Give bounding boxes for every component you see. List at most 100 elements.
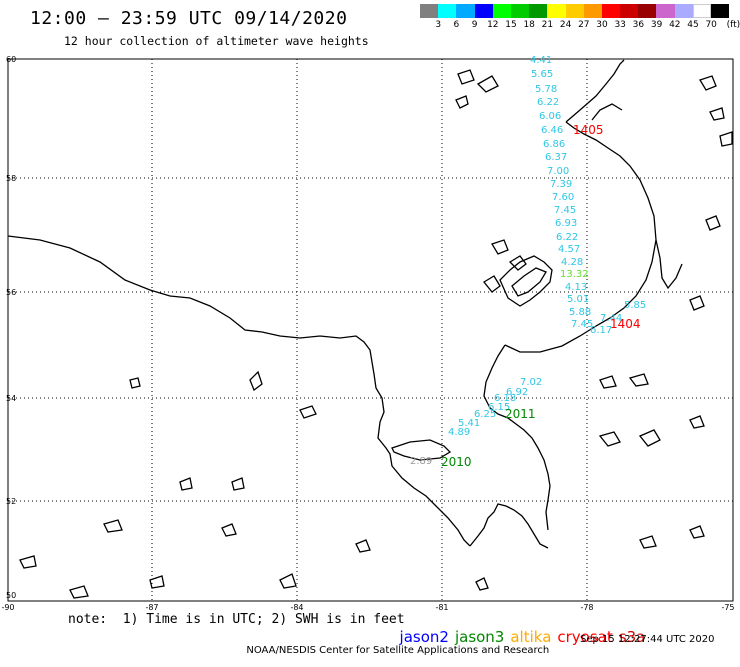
scale-label: 24 — [559, 20, 572, 30]
scale-label: 12 — [487, 20, 499, 30]
pass-label-1404: 1404 — [610, 317, 641, 331]
scale-label: 30 — [596, 20, 608, 30]
scale-swatch — [620, 4, 639, 18]
track-values: 4.41 5.65 5.78 6.22 6.06 6.46 6.86 6.37 7.00 7.39… — [410, 55, 646, 467]
satellite-jason3: jason3 — [454, 628, 505, 646]
scale-label: 27 — [578, 20, 590, 30]
wave-height-label: 4.89 — [448, 427, 470, 438]
map-frame — [7, 58, 734, 602]
satellite-cryosat: cryosat — [557, 628, 613, 646]
lon-label: -75 — [721, 603, 734, 612]
satellite-legend: jason2 jason3 altika cryosat s3a — [390, 610, 651, 646]
footer-timestamp: Sep 15 12:27:44 UTC 2020 — [580, 634, 715, 645]
scale-color-bar — [420, 4, 730, 18]
scale-label: 39 — [650, 20, 663, 30]
scale-swatch — [692, 4, 711, 18]
scale-label: 3 — [435, 20, 442, 30]
wave-height-label: 6.22 — [537, 97, 559, 108]
scale-label: 15 — [505, 20, 517, 30]
scale-swatch — [674, 4, 693, 18]
wave-height-label: 7.39 — [550, 179, 572, 190]
scale-labels: 3 6 9 12 15 18 21 24 27 30 33 36 39 42 45 70 (ft) — [420, 20, 740, 32]
footer: NOAA/NESDIS Center for Satellite Applica… — [240, 634, 714, 667]
pass-label-1405: 1405 — [573, 123, 604, 137]
lat-label: 60 — [6, 55, 16, 64]
wave-height-label: 13.32 — [560, 269, 589, 280]
lon-label: -90 — [1, 603, 14, 612]
wave-height-label: 7.02 — [520, 377, 542, 388]
scale-swatch — [638, 4, 657, 18]
lon-label: -78 — [580, 603, 593, 612]
wave-height-label: 6.17 — [590, 325, 612, 336]
scale-swatch — [711, 4, 730, 18]
scale-label: 6 — [453, 20, 460, 30]
scale-swatch — [656, 4, 675, 18]
coastline — [7, 59, 733, 599]
scale-swatch — [438, 4, 457, 18]
scale-label: 9 — [471, 20, 478, 30]
axis-labels: 60 58 56 54 52 50 -90 -87 -84 -81 -78 -7… — [1, 55, 734, 612]
scale-label: 42 — [669, 20, 681, 30]
satellite-s3a: s3a — [618, 628, 646, 646]
graticule — [8, 59, 733, 601]
wave-height-label: 6.93 — [555, 218, 577, 229]
scale-swatch — [529, 4, 548, 18]
wave-height-label: 6.25 — [474, 409, 496, 420]
map-title: 12:00 – 23:59 UTC 09/14/2020 — [30, 8, 348, 29]
altimeter-map: 4.41 5.65 5.78 6.22 6.06 6.46 6.86 6.37 7.00 7.39… — [1, 55, 734, 612]
footer-credit: NOAA/NESDIS Center for Satellite Applica… — [246, 645, 550, 656]
note-text: note: 1) Time is in UTC; 2) SWH is in fe… — [68, 612, 405, 627]
wave-height-label: 6.22 — [556, 232, 578, 243]
scale-label: 21 — [541, 20, 554, 30]
scale-swatch — [510, 4, 530, 18]
scale-swatch — [492, 4, 511, 18]
lat-label: 58 — [6, 174, 16, 183]
wave-height-label: 4.41 — [530, 55, 552, 66]
scale-swatch — [456, 4, 475, 18]
satellite-jason2: jason2 — [399, 628, 449, 646]
wave-height-label: 7.45 — [571, 319, 593, 330]
wave-height-label: 5.41 — [458, 418, 480, 429]
wave-height-label: 5.65 — [531, 69, 553, 80]
wave-height-label: 5.01 — [567, 294, 589, 305]
wave-height-label: 6.86 — [543, 139, 565, 150]
pass-label-2011: 2011 — [505, 407, 536, 421]
scale-label: 18 — [523, 20, 535, 30]
wave-height-label: 6.18 — [494, 393, 516, 404]
wave-height-label: 7.45 — [554, 205, 576, 216]
map-subtitle: 12 hour collection of altimeter wave hei… — [64, 34, 369, 48]
lat-label: 50 — [6, 591, 16, 600]
scale-label: 45 — [687, 20, 699, 30]
lat-label: 54 — [6, 394, 16, 403]
scale-unit: (ft) — [726, 20, 740, 30]
scale-swatch — [547, 4, 566, 18]
scale-label: 33 — [614, 20, 626, 30]
scale-swatch — [565, 4, 584, 18]
wave-height-label: 6.37 — [545, 152, 567, 163]
wave-height-label: 6.06 — [539, 111, 561, 122]
wave-height-label: 5.85 — [624, 300, 646, 311]
scale-swatch — [420, 4, 439, 18]
wave-height-label: 5.88 — [569, 307, 591, 318]
lat-label: 56 — [6, 288, 16, 297]
wave-height-label: 5.78 — [535, 84, 557, 95]
wave-height-label: 4.57 — [558, 244, 580, 255]
wave-height-label: 4.28 — [561, 257, 583, 268]
wave-height-label: 6.92 — [506, 387, 528, 398]
wave-height-label: 4.13 — [565, 282, 587, 293]
lat-label: 52 — [6, 497, 16, 506]
wave-height-label: 7.00 — [547, 166, 569, 177]
wave-height-label: 7.60 — [552, 192, 574, 203]
wave-height-label: 7.44 — [600, 313, 622, 324]
scale-label: 70 — [705, 20, 717, 30]
wave-height-label: 6.15 — [488, 402, 510, 413]
satellite-altika: altika — [510, 628, 552, 646]
scale-swatch — [601, 4, 621, 18]
lon-label: -87 — [145, 603, 158, 612]
wave-height-label: 2.89 — [410, 456, 432, 467]
lon-label: -81 — [435, 603, 448, 612]
wave-height-scale: 3 6 9 12 15 18 21 24 27 30 33 36 39 42 45 70 (ft) — [420, 4, 740, 30]
scale-label: 36 — [632, 20, 645, 30]
scale-swatch — [474, 4, 493, 18]
pass-label-2010: 2010 — [441, 455, 472, 469]
